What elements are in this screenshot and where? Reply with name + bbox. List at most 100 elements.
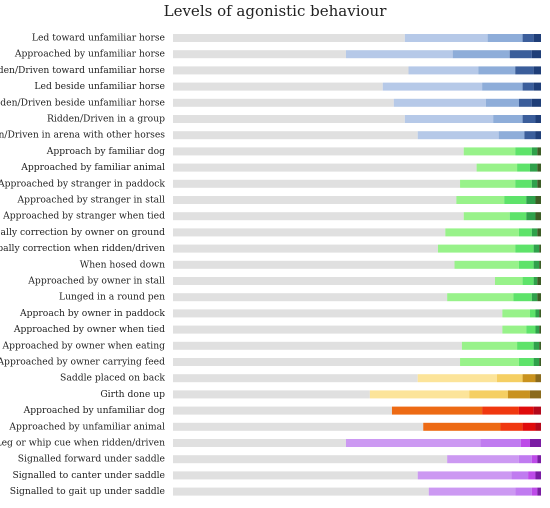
bar-segment-level-1 [173, 406, 392, 415]
bar-segment-level-5 [539, 260, 541, 269]
bar-segment-level-3 [518, 228, 532, 237]
category-label: Approached by owner when eating [1, 340, 165, 351]
category-label: Approach by owner in paddock [19, 308, 165, 319]
bar-segment-level-4 [535, 325, 540, 334]
bar-segment-level-5 [539, 325, 541, 334]
bar-segment-level-3 [496, 374, 523, 383]
bar-segment-level-2 [428, 487, 516, 496]
category-label: Ridden/Driven in a group [47, 114, 165, 125]
bar-segment-level-4 [531, 293, 538, 302]
bar-segment-level-2 [404, 34, 488, 42]
category-label: Led toward unfamiliar horse [32, 33, 165, 44]
bar-segment-level-5 [537, 147, 541, 156]
bar-segment-level-2 [463, 147, 516, 156]
bar-segment-level-3 [509, 212, 527, 221]
bar-segment-level-4 [522, 34, 534, 42]
bar-segment-level-5 [537, 487, 541, 496]
bar-segment-level-2 [404, 115, 494, 123]
category-label: Signalled to canter under saddle [12, 470, 165, 481]
chart-title: Levels of agonistic behaviour [163, 2, 387, 20]
category-label: Led beside unfamiliar horse [34, 81, 165, 92]
category-label: Leg or whip cue when ridden/driven [0, 438, 165, 449]
bar-segment-level-5 [529, 439, 541, 447]
bar-segment-level-5 [531, 50, 541, 59]
bar-segment-level-4 [522, 115, 536, 123]
bar-segment-level-2 [417, 131, 499, 140]
bar-segment-level-3 [485, 98, 519, 107]
bar-segment-level-4 [529, 163, 538, 172]
category-label: Signalled to gait up under saddle [10, 486, 165, 497]
bar-segment-level-3 [487, 34, 523, 42]
bar-segment-level-3 [518, 455, 532, 464]
bar-segment-level-4 [522, 374, 536, 383]
bar-segment-level-5 [531, 98, 541, 107]
category-label: Verbally correction by owner on ground [0, 227, 165, 238]
category-label: Approached by owner when tied [13, 324, 165, 335]
bar-segment-level-5 [535, 471, 541, 480]
bar-segment-level-2 [417, 471, 512, 480]
bar-segment-level-1 [173, 179, 461, 188]
bar-segment-level-4 [522, 422, 536, 431]
bar-segment-level-2 [495, 277, 523, 285]
bar-segment-level-2 [369, 390, 470, 399]
category-label: Ridden/Driven beside unfamiliar horse [0, 97, 165, 108]
bar-segment-level-3 [515, 179, 532, 188]
bar-segment-level-2 [445, 228, 519, 237]
bar-segment-level-1 [173, 163, 477, 172]
bar-segment-level-4 [531, 228, 538, 237]
bar-segment-level-5 [533, 66, 541, 75]
bar-segment-level-4 [531, 455, 538, 464]
bar-segment-level-2 [447, 455, 519, 464]
bar-segment-level-3 [517, 163, 530, 172]
bar-segment-level-4 [531, 487, 538, 496]
bar-segment-level-5 [535, 131, 541, 140]
bar-segment-level-4 [533, 277, 538, 285]
bar-segment-level-2 [460, 179, 516, 188]
bar-segment-level-5 [537, 277, 541, 285]
category-label: Approached by unfamiliar dog [23, 405, 166, 416]
bar-segment-level-5 [539, 244, 541, 253]
bar-segment-level-2 [437, 244, 516, 253]
bar-segment-level-3 [515, 244, 534, 253]
category-label: Approached by familiar animal [20, 162, 165, 173]
bar-segment-level-3 [498, 131, 525, 140]
bar-segment-level-5 [535, 196, 541, 204]
category-label: Approached by owner in stall [27, 276, 165, 287]
bar-segment-level-1 [173, 260, 455, 269]
bar-segment-level-1 [173, 244, 438, 253]
bar-segment-level-4 [531, 147, 538, 156]
bar-segment-level-4 [531, 179, 538, 188]
bar-segment-level-3 [482, 406, 519, 415]
bar-segment-level-2 [461, 341, 518, 350]
bar-segment-level-2 [423, 422, 501, 431]
bar-segment-level-1 [173, 82, 383, 91]
bar-segment-level-1 [173, 374, 418, 383]
bar-segment-level-1 [173, 293, 448, 302]
category-label: Girth done up [100, 389, 165, 400]
bar-segment-level-4 [533, 358, 540, 366]
bar-segment-level-1 [173, 196, 457, 204]
bar-segment-level-4 [526, 196, 536, 204]
bar-segment-level-5 [539, 309, 541, 318]
bar-segment-level-5 [529, 390, 541, 399]
bar-segment-level-4 [533, 244, 540, 253]
category-label: Saddle placed on back [60, 373, 165, 384]
bar-segment-level-1 [173, 34, 405, 42]
bar-segment-level-1 [173, 98, 394, 107]
bar-segment-level-1 [173, 471, 418, 480]
bar-segment-level-1 [173, 66, 409, 75]
bar-segment-level-5 [539, 358, 541, 366]
bar-segment-level-2 [391, 406, 483, 415]
bar-segment-level-3 [500, 422, 523, 431]
bar-segment-level-1 [173, 390, 370, 399]
bar-segment-level-5 [537, 455, 541, 464]
bar-segment-level-2 [408, 66, 479, 75]
bar-segment-level-3 [504, 196, 527, 204]
bar-segment-level-2 [502, 325, 527, 334]
bar-segment-level-5 [537, 228, 541, 237]
bar-segment-level-3 [515, 487, 532, 496]
bar-segment-level-5 [539, 341, 541, 350]
bar-segment-level-1 [173, 358, 461, 366]
bar-segment-level-5 [537, 293, 541, 302]
bar-segment-level-4 [533, 341, 540, 350]
